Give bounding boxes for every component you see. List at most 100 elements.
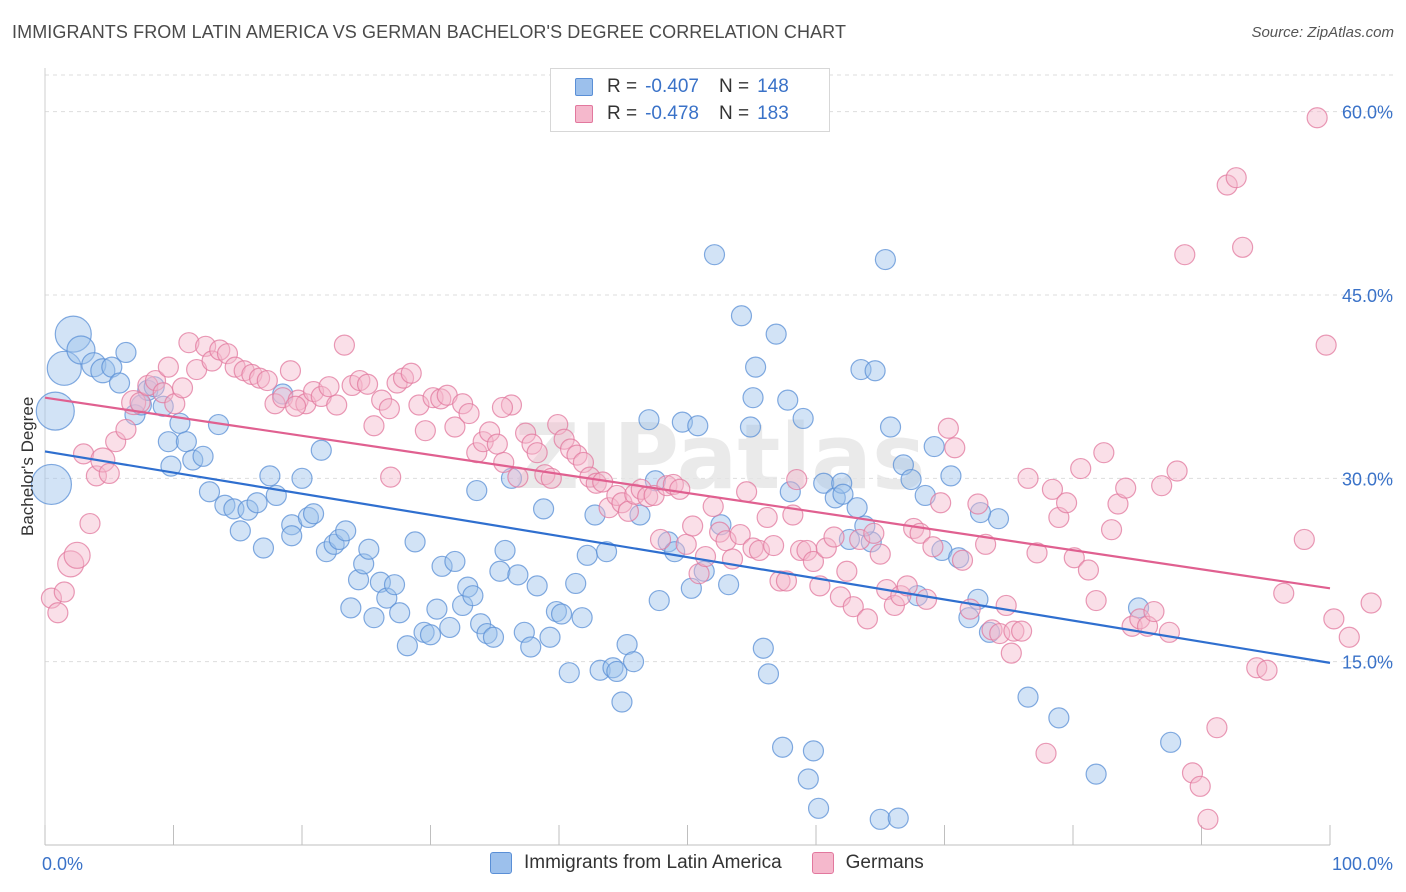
point-latin-america: [376, 587, 398, 609]
point-germans: [486, 433, 508, 455]
point-germans: [356, 373, 379, 395]
point-latin-america: [340, 597, 362, 619]
point-germans: [458, 402, 480, 425]
point-germans: [378, 398, 400, 420]
point-germans: [1010, 620, 1033, 642]
point-latin-america: [175, 431, 197, 453]
point-latin-america: [576, 544, 598, 566]
point-germans: [802, 550, 825, 573]
point-germans: [534, 464, 556, 486]
point-germans: [849, 528, 871, 551]
point-germans: [272, 387, 294, 409]
point-latin-america: [476, 622, 498, 645]
point-germans: [769, 570, 791, 592]
point-latin-america: [115, 341, 137, 364]
point-germans: [500, 394, 523, 416]
point-latin-america: [431, 555, 453, 577]
point-germans: [1216, 174, 1238, 196]
point-latin-america: [831, 472, 853, 494]
point-latin-america: [35, 391, 75, 431]
point-germans: [318, 376, 340, 398]
point-latin-america: [611, 691, 633, 713]
point-latin-america: [252, 537, 275, 559]
point-germans: [98, 462, 120, 485]
point-latin-america: [1017, 686, 1039, 708]
point-latin-america: [948, 547, 970, 569]
point-latin-america: [987, 508, 1010, 530]
point-latin-america: [310, 439, 332, 461]
point-germans: [649, 528, 672, 551]
bottom-legend: Immigrants from Latin America Germans: [490, 852, 954, 874]
legend-swatch-blue: [575, 78, 593, 96]
point-germans: [1273, 582, 1295, 604]
point-latin-america: [807, 797, 830, 819]
point-germans: [444, 416, 466, 438]
point-germans: [930, 492, 952, 514]
point-latin-america: [526, 575, 548, 597]
axes: [44, 68, 1331, 846]
watermark-text: ZIPatlas: [514, 405, 925, 510]
legend-r-value: -0.478: [645, 103, 699, 124]
watermark: ZIPatlas: [514, 405, 925, 510]
point-latin-america: [887, 807, 909, 829]
point-latin-america: [363, 607, 385, 629]
point-latin-america: [869, 808, 891, 830]
point-latin-america: [595, 541, 618, 563]
point-germans: [1181, 762, 1204, 784]
point-germans: [216, 343, 239, 365]
point-latin-america: [923, 435, 945, 458]
point-germans: [694, 545, 717, 568]
point-latin-america: [940, 465, 962, 487]
point-latin-america: [565, 572, 587, 595]
point-latin-america: [622, 651, 645, 673]
point-latin-america: [718, 574, 740, 596]
point-latin-america: [900, 468, 922, 491]
point-germans: [1041, 478, 1064, 500]
point-germans: [1197, 808, 1219, 830]
point-germans: [1360, 592, 1382, 614]
legend-row-latin-america: R = -0.407 N = 148: [575, 74, 789, 100]
point-germans: [363, 415, 385, 437]
point-germans: [756, 506, 778, 529]
point-germans: [944, 437, 966, 459]
point-germans: [79, 512, 101, 535]
point-latin-america: [765, 323, 787, 345]
point-latin-america: [291, 467, 313, 489]
bottom-legend-item-latin-america[interactable]: Immigrants from Latin America: [490, 852, 782, 874]
point-germans: [1003, 620, 1025, 642]
point-latin-america: [383, 574, 406, 596]
point-germans: [1055, 492, 1078, 514]
point-latin-america: [426, 598, 448, 620]
point-germans: [121, 389, 147, 416]
point-latin-america: [246, 492, 268, 514]
point-germans: [333, 334, 356, 356]
source-label: Source: ZipAtlas.com: [1251, 24, 1394, 41]
point-germans: [1338, 626, 1360, 648]
x-tick-label-min: 0.0%: [42, 854, 83, 874]
bottom-legend-swatch-pink: [811, 852, 834, 874]
point-germans: [1315, 334, 1337, 356]
point-latin-america: [687, 415, 709, 437]
point-germans: [1158, 621, 1180, 643]
point-germans: [995, 594, 1017, 617]
point-latin-america: [462, 585, 484, 607]
y-tick-label: 45.0%: [1342, 286, 1393, 306]
point-germans: [1174, 244, 1196, 266]
point-latin-america: [229, 520, 251, 542]
point-latin-america: [281, 525, 303, 547]
point-germans: [1100, 519, 1123, 541]
point-germans: [1017, 467, 1039, 489]
bottom-legend-item-germans[interactable]: Germans: [811, 852, 924, 874]
legend-r-value: -0.407: [645, 76, 699, 97]
point-germans: [762, 534, 785, 557]
series-latin-america: [30, 244, 1182, 830]
point-germans: [1070, 457, 1092, 480]
point-germans: [1093, 442, 1115, 464]
point-latin-america: [302, 503, 325, 525]
point-latin-america: [629, 504, 651, 526]
point-germans: [284, 395, 307, 417]
y-axis-label: Bachelor's Degree: [18, 396, 37, 536]
point-germans: [1256, 659, 1278, 681]
point-latin-america: [558, 662, 580, 684]
point-latin-america: [638, 409, 660, 431]
